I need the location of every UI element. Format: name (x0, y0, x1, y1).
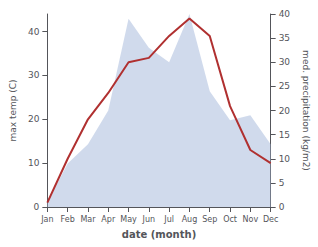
svg-text:Aug: Aug (182, 215, 198, 224)
svg-text:Oct: Oct (223, 215, 237, 224)
svg-text:35: 35 (279, 33, 290, 43)
svg-text:date (month): date (month) (122, 229, 196, 240)
svg-text:0: 0 (34, 202, 40, 212)
svg-text:Feb: Feb (61, 215, 75, 224)
svg-text:med. precipitation (kg/m2): med. precipitation (kg/m2) (301, 50, 311, 171)
svg-text:Apr: Apr (101, 215, 116, 224)
svg-text:0: 0 (279, 202, 285, 212)
svg-text:15: 15 (279, 130, 290, 140)
svg-text:20: 20 (28, 114, 40, 124)
svg-text:Jan: Jan (40, 215, 53, 224)
svg-text:40: 40 (279, 9, 291, 19)
svg-text:30: 30 (28, 70, 40, 80)
svg-text:Mar: Mar (80, 215, 96, 224)
svg-text:20: 20 (279, 106, 291, 116)
svg-text:Jun: Jun (142, 215, 156, 224)
svg-text:Dec: Dec (263, 215, 278, 224)
svg-text:5: 5 (279, 178, 285, 188)
svg-text:Nov: Nov (243, 215, 259, 224)
svg-text:25: 25 (279, 81, 290, 91)
svg-text:May: May (120, 215, 137, 224)
svg-text:Sep: Sep (202, 215, 217, 224)
svg-text:10: 10 (28, 158, 40, 168)
svg-text:10: 10 (279, 154, 291, 164)
svg-text:30: 30 (279, 57, 291, 67)
svg-text:40: 40 (28, 27, 40, 37)
svg-text:Jul: Jul (163, 215, 174, 224)
svg-text:max temp (C): max temp (C) (8, 79, 18, 141)
